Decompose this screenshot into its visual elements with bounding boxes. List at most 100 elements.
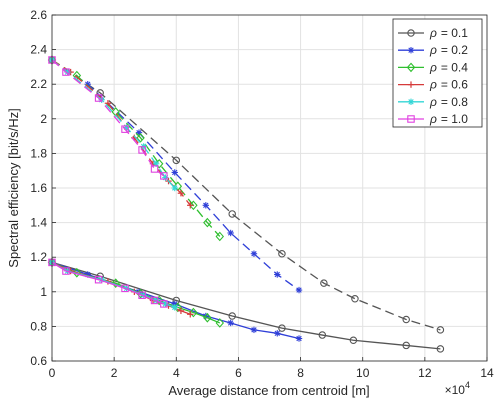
data-point bbox=[171, 304, 178, 311]
legend-label: ρ = 0.1 bbox=[429, 26, 468, 40]
data-point bbox=[250, 250, 258, 257]
legend-marker bbox=[407, 29, 415, 37]
data-point bbox=[62, 68, 70, 76]
data-point bbox=[402, 315, 410, 324]
legend-marker bbox=[407, 47, 415, 54]
legend-label: ρ = 0.6 bbox=[429, 78, 468, 92]
legend-value: = 1.0 bbox=[441, 112, 468, 126]
legend-entry: ρ = 0.1 bbox=[398, 26, 468, 40]
data-point bbox=[215, 231, 225, 242]
y-tick-label: 1 bbox=[40, 285, 47, 299]
legend-label: ρ = 0.8 bbox=[429, 95, 468, 109]
series-upper-line bbox=[51, 59, 191, 206]
legend-symbol: ρ bbox=[429, 78, 437, 92]
y-tick-label: 2.4 bbox=[30, 43, 47, 57]
series-upper-line bbox=[51, 59, 165, 177]
x-tick-label: 2 bbox=[111, 366, 118, 380]
data-point bbox=[136, 132, 145, 143]
y-tick-label: 2.2 bbox=[30, 77, 47, 91]
x-axis-label: Average distance from centroid [m] bbox=[168, 383, 369, 398]
data-point bbox=[436, 326, 445, 334]
legend-label: ρ = 0.2 bbox=[429, 43, 468, 57]
data-point bbox=[177, 189, 185, 197]
data-point bbox=[349, 336, 358, 344]
y-tick-label: 2.6 bbox=[30, 8, 47, 22]
data-point bbox=[104, 100, 112, 107]
x-exponent-power: 4 bbox=[465, 380, 470, 390]
data-point bbox=[227, 319, 234, 327]
data-point bbox=[278, 249, 286, 258]
legend-label: ρ = 1.0 bbox=[429, 112, 468, 126]
x-tick-label: 0 bbox=[49, 366, 56, 380]
data-point bbox=[177, 307, 185, 315]
data-point bbox=[436, 345, 445, 353]
legend-value: = 0.6 bbox=[441, 78, 468, 92]
y-tick-label: 2 bbox=[40, 112, 47, 126]
data-point bbox=[138, 291, 146, 300]
data-point bbox=[187, 202, 194, 209]
y-tick-label: 1.8 bbox=[30, 146, 47, 160]
legend-symbol: ρ bbox=[429, 60, 437, 74]
legend-symbol: ρ bbox=[429, 26, 437, 40]
data-point bbox=[121, 125, 129, 133]
data-point bbox=[160, 172, 168, 180]
data-point bbox=[320, 279, 328, 287]
data-point bbox=[172, 156, 181, 165]
data-point bbox=[250, 326, 258, 334]
data-point bbox=[150, 296, 159, 305]
data-point bbox=[171, 184, 178, 192]
legend-value: = 0.8 bbox=[441, 95, 468, 109]
series-lower-line bbox=[51, 261, 165, 305]
legend-value: = 0.1 bbox=[441, 26, 468, 40]
legend-label: ρ = 0.4 bbox=[429, 60, 468, 74]
legend-value: = 0.2 bbox=[441, 43, 468, 57]
data-point bbox=[94, 275, 103, 284]
data-point bbox=[72, 267, 82, 278]
data-point bbox=[278, 324, 286, 332]
data-point bbox=[274, 271, 281, 278]
data-point bbox=[189, 200, 198, 211]
y-axis-label: Spectral efficiency [bit/s/Hz] bbox=[6, 108, 21, 267]
data-point bbox=[203, 217, 212, 228]
data-point bbox=[351, 294, 359, 303]
legend-value: = 0.4 bbox=[441, 60, 468, 74]
legend-symbol: ρ bbox=[429, 95, 437, 109]
data-point bbox=[402, 341, 410, 350]
series-lower-line bbox=[51, 261, 441, 350]
x-tick-label: 8 bbox=[297, 366, 304, 380]
y-tick-label: 0.8 bbox=[30, 319, 47, 333]
data-point bbox=[318, 331, 327, 339]
ticks: 0 2 4 6 8 10 12 14 0.6 0.8 1 1.2 1.4 1.6 1.8 2 2.2 2.4 2.6 bbox=[30, 8, 494, 380]
y-tick-label: 1.2 bbox=[30, 250, 47, 264]
series-upper-line bbox=[51, 59, 441, 331]
legend-marker bbox=[407, 98, 415, 105]
series-6 bbox=[48, 56, 168, 308]
legend-marker bbox=[407, 115, 415, 123]
data-point bbox=[62, 267, 70, 275]
x-tick-label: 14 bbox=[480, 366, 494, 380]
data-point bbox=[227, 229, 234, 237]
x-exponent-label: ×104 bbox=[445, 380, 470, 397]
data-point bbox=[111, 278, 120, 288]
legend-marker bbox=[407, 81, 415, 88]
data-point bbox=[295, 335, 303, 342]
data-point bbox=[189, 307, 198, 318]
legend-entry: ρ = 1.0 bbox=[398, 112, 468, 126]
legend-entry: ρ = 0.6 bbox=[398, 78, 468, 92]
y-tick-label: 0.6 bbox=[30, 354, 47, 368]
legend-box bbox=[392, 18, 483, 128]
legend-symbol: ρ bbox=[429, 43, 437, 57]
data-point bbox=[171, 169, 178, 176]
x-exponent-base: ×10 bbox=[445, 383, 466, 397]
data-point bbox=[138, 146, 146, 154]
y-tick-label: 1.4 bbox=[30, 216, 47, 230]
legend: ρ = 0.1 ρ = 0.2 ρ = 0.4 ρ = 0.6 ρ = 0.8 ρ = 1.0 bbox=[392, 18, 483, 128]
x-tick-label: 10 bbox=[356, 366, 370, 380]
data-point bbox=[150, 165, 159, 173]
data-point bbox=[274, 330, 281, 337]
data-point bbox=[203, 312, 212, 323]
data-point bbox=[215, 318, 225, 328]
y-tick-label: 1.6 bbox=[30, 181, 47, 195]
data-point bbox=[228, 312, 236, 320]
